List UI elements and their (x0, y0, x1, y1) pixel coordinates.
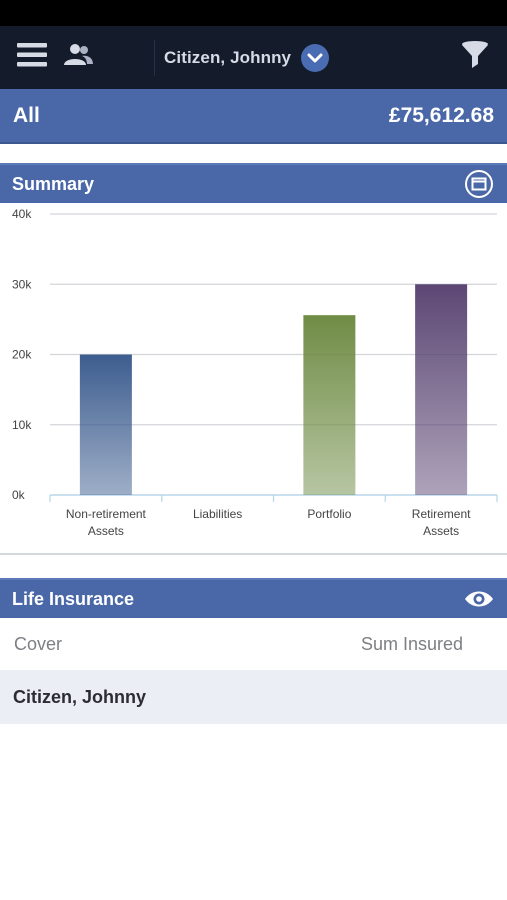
clients-button[interactable] (58, 40, 98, 74)
life-insurance-title: Life Insurance (12, 588, 135, 609)
x-tick-label: Liabilities (193, 507, 242, 521)
total-value: £75,612.68 (388, 103, 494, 127)
status-bar (0, 0, 507, 26)
y-tick-label: 20k (12, 348, 32, 362)
nav-divider (154, 40, 155, 76)
bar (415, 284, 468, 495)
life-insurance-client-row[interactable]: Citizen, Johnny (0, 670, 507, 724)
y-tick-label: 40k (12, 207, 32, 221)
top-navigation-bar: Citizen, Johnny (0, 26, 507, 89)
client-selector[interactable]: Citizen, Johnny (164, 41, 330, 75)
y-tick-label: 10k (12, 418, 32, 432)
client-row-name: Citizen, Johnny (13, 686, 147, 707)
x-tick-label: Assets (423, 524, 459, 538)
chevron-down-icon (301, 44, 330, 72)
total-bar[interactable]: All £75,612.68 (0, 89, 507, 144)
filter-icon (460, 40, 490, 75)
menu-button[interactable] (12, 40, 52, 74)
menu-icon (16, 41, 48, 74)
x-tick-label: Non-retirement (66, 507, 147, 521)
x-tick-label: Retirement (412, 507, 471, 521)
y-tick-label: 0k (12, 488, 26, 502)
total-label: All (13, 103, 40, 127)
summary-title: Summary (12, 173, 95, 194)
people-icon (62, 43, 94, 72)
x-tick-label: Portfolio (307, 507, 351, 521)
y-tick-label: 30k (12, 277, 32, 291)
minimize-icon[interactable] (463, 168, 495, 200)
life-insurance-column-headers: Cover Sum Insured (0, 618, 507, 670)
client-name: Citizen, Johnny (164, 48, 292, 67)
filter-button[interactable] (455, 40, 495, 74)
summary-chart: 0k 10k 20k 30k 40k Non-retirement Assets Liabil… (0, 203, 507, 555)
life-insurance-section-header: Life Insurance (0, 578, 507, 618)
column-header-cover: Cover (14, 633, 63, 654)
bar (303, 315, 356, 495)
eye-icon[interactable] (463, 583, 495, 615)
column-header-sum-insured: Sum Insured (360, 633, 463, 654)
summary-section-header: Summary (0, 163, 507, 203)
bar (79, 354, 132, 495)
bar-chart: 0k 10k 20k 30k 40k Non-retirement Assets Liabil… (12, 207, 498, 538)
x-tick-label: Assets (88, 524, 124, 538)
